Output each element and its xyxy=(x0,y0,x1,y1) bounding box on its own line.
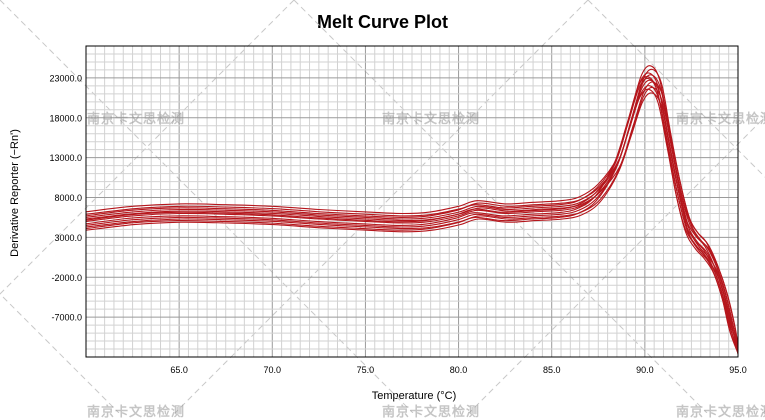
watermark: 南京卡文思检测 xyxy=(87,404,186,419)
melt-curves xyxy=(85,65,739,355)
melt-curve-series-7 xyxy=(85,65,739,344)
watermark: 南京卡文思检测 xyxy=(676,111,765,126)
y-tick-label: 23000.0 xyxy=(49,73,82,83)
y-tick-label: -7000.0 xyxy=(51,313,82,323)
watermark: 南京卡文思检测 xyxy=(676,404,765,419)
melt-curve-series-10 xyxy=(85,86,739,353)
x-tick-label: 90.0 xyxy=(636,365,654,375)
x-tick-label: 65.0 xyxy=(170,365,188,375)
x-tick-label: 70.0 xyxy=(264,365,282,375)
melt-curve-series-9 xyxy=(85,72,739,346)
y-tick-label: 13000.0 xyxy=(49,153,82,163)
watermark: 南京卡文思检测 xyxy=(382,111,481,126)
diagonal-line xyxy=(174,0,589,413)
melt-curve-series-8 xyxy=(85,92,739,355)
y-tick-label: 3000.0 xyxy=(54,233,82,243)
x-tick-label: 80.0 xyxy=(450,365,468,375)
tick-labels: 23000.0 18000.0 13000.0 8000.0 3000.0 -2000.0… xyxy=(49,73,746,375)
melt-curve-series-11 xyxy=(85,77,739,349)
melt-curve-series-5 xyxy=(85,81,739,348)
diagonal-line xyxy=(468,116,765,413)
chart-title: Melt Curve Plot xyxy=(316,12,449,32)
y-tick-label: 8000.0 xyxy=(54,193,82,203)
y-tick-label: -2000.0 xyxy=(51,273,82,283)
plot-frame xyxy=(85,45,739,358)
diagonal-line xyxy=(0,0,295,295)
watermark: 南京卡文思检测 xyxy=(382,404,481,419)
x-tick-label: 85.0 xyxy=(543,365,561,375)
watermark: 南京卡文思检测 xyxy=(87,111,186,126)
gridlines xyxy=(85,45,739,358)
x-tick-label: 75.0 xyxy=(357,365,375,375)
y-tick-label: 18000.0 xyxy=(49,113,82,123)
diagonal-line xyxy=(293,0,708,413)
x-tick-label: 95.0 xyxy=(729,365,747,375)
